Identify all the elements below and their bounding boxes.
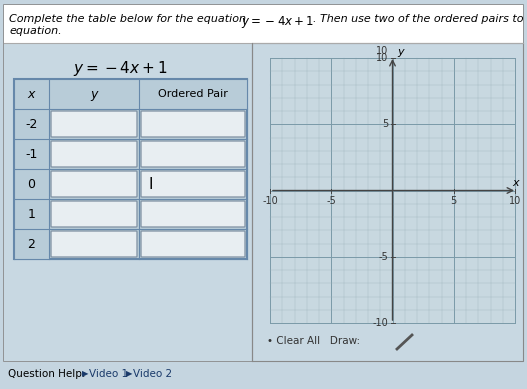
Bar	[4, 5, 523, 43]
Text: -5: -5	[379, 252, 388, 262]
FancyBboxPatch shape	[51, 171, 137, 197]
Text: 0: 0	[27, 177, 35, 191]
Text: 1: 1	[27, 207, 35, 221]
Text: 5: 5	[451, 196, 457, 205]
Text: x: x	[28, 88, 35, 100]
Text: ▶: ▶	[82, 370, 89, 378]
Text: 5: 5	[382, 119, 388, 129]
FancyBboxPatch shape	[141, 141, 245, 167]
Text: $y = -4x + 1$: $y = -4x + 1$	[73, 59, 167, 78]
Text: • Clear All   Draw:: • Clear All Draw:	[267, 336, 360, 346]
FancyBboxPatch shape	[51, 201, 137, 227]
Bar	[4, 43, 252, 361]
Text: 2: 2	[27, 238, 35, 251]
Bar	[14, 169, 49, 199]
FancyBboxPatch shape	[51, 231, 137, 257]
Bar	[14, 199, 49, 229]
FancyBboxPatch shape	[141, 171, 245, 197]
Text: 10: 10	[376, 46, 388, 56]
Text: y: y	[397, 47, 404, 57]
Bar	[14, 79, 247, 109]
FancyBboxPatch shape	[51, 111, 137, 137]
Bar	[14, 229, 49, 259]
Text: -5: -5	[326, 196, 336, 205]
Text: y: y	[90, 88, 97, 100]
FancyBboxPatch shape	[141, 111, 245, 137]
Text: x: x	[512, 177, 519, 187]
FancyBboxPatch shape	[141, 201, 245, 227]
Text: -10: -10	[262, 196, 278, 205]
Bar	[270, 58, 515, 323]
Text: -10: -10	[373, 318, 388, 328]
Text: Video 2: Video 2	[133, 369, 172, 379]
Bar	[14, 109, 49, 139]
Text: Video 1: Video 1	[89, 369, 128, 379]
Text: equation.: equation.	[9, 26, 62, 36]
Bar	[252, 43, 523, 361]
Bar	[14, 79, 247, 259]
Text: . Then use two of the ordered pairs to graph the: . Then use two of the ordered pairs to g…	[313, 14, 527, 24]
FancyBboxPatch shape	[51, 141, 137, 167]
Text: Complete the table below for the equation: Complete the table below for the equatio…	[9, 14, 249, 24]
Text: 10: 10	[509, 196, 521, 205]
Text: 10: 10	[376, 53, 388, 63]
Text: $y=-4x+1$: $y=-4x+1$	[241, 14, 314, 30]
Text: -2: -2	[25, 117, 38, 130]
Text: ▶: ▶	[126, 370, 132, 378]
Text: Question Help:: Question Help:	[8, 369, 85, 379]
Bar	[14, 139, 49, 169]
Text: I: I	[148, 177, 152, 191]
FancyBboxPatch shape	[141, 231, 245, 257]
Text: Ordered Pair: Ordered Pair	[158, 89, 228, 99]
Text: -1: -1	[25, 147, 38, 161]
